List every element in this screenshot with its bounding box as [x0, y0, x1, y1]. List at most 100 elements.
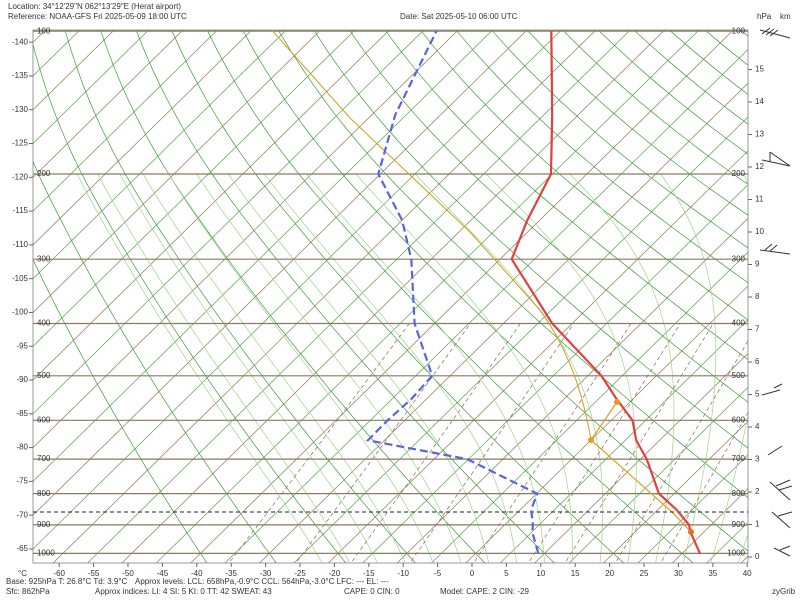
level-dot [614, 399, 620, 405]
height-label: 4 [755, 422, 760, 431]
height-label: 12 [755, 162, 764, 171]
isotherm [33, 30, 459, 449]
x-tick-label: 25 [640, 569, 649, 578]
height-label: 3 [755, 455, 760, 464]
moist-adiabat [264, 173, 517, 563]
isotherm [362, 184, 748, 563]
dry-adiabat [278, 31, 748, 499]
pressure-label: 800 [37, 489, 51, 498]
pressure-label: 500 [732, 371, 746, 380]
isotherm [259, 82, 748, 563]
isotherm [465, 285, 748, 563]
x-tick-label: -40 [191, 569, 203, 578]
y-tick-label: -115 [13, 206, 29, 215]
pressure-label: 800 [732, 489, 746, 498]
dry-adiabat [136, 31, 555, 563]
dry-adiabat [33, 258, 208, 563]
dry-adiabat [492, 30, 748, 249]
pressure-label: 200 [37, 169, 51, 178]
isotherm [33, 30, 287, 280]
mixing-ratio [228, 323, 410, 563]
level-dot [688, 529, 694, 535]
x-tick-label: -25 [294, 569, 306, 578]
dry-adiabat [385, 30, 748, 361]
isotherm [33, 30, 253, 246]
isotherm [224, 48, 748, 563]
y-tick-label: -130 [12, 105, 29, 114]
x-tick-label: 40 [743, 569, 752, 578]
profiles [365, 30, 702, 554]
isotherm [156, 30, 700, 563]
isotherm [328, 150, 748, 563]
x-tick-label: -45 [157, 569, 169, 578]
height-label: 9 [755, 260, 760, 269]
pressure-label: 100 [732, 26, 746, 35]
height-label: 15 [755, 65, 764, 74]
moist-adiabat [119, 173, 378, 563]
isotherm [0, 30, 11, 563]
x-tick-label: -50 [122, 569, 134, 578]
x-tick-label: -10 [397, 569, 409, 578]
y-tick-label: -135 [12, 71, 29, 80]
background [0, 30, 748, 563]
y-tick-label: -85 [16, 409, 28, 418]
isotherm [33, 30, 218, 212]
parcel [33, 30, 748, 533]
level-dot [588, 437, 594, 443]
moist-adiabat [142, 173, 406, 563]
x-tick-label: 15 [571, 569, 580, 578]
isotherm [637, 454, 748, 563]
y-tick-label: -95 [16, 341, 28, 350]
x-tick-label: -35 [225, 569, 237, 578]
date: Date: Sat 2025-05-10 06:00 UTC [400, 12, 518, 21]
isotherm [33, 30, 149, 145]
y-tick-label: -120 [12, 172, 29, 181]
y-tick-label: -70 [16, 510, 28, 519]
height-label: 6 [755, 357, 760, 366]
moist-adiabat [355, 173, 573, 563]
y-tick-label: -140 [12, 37, 29, 46]
x-tick-label: 0 [470, 569, 475, 578]
pressure-label: 900 [732, 520, 746, 529]
y-tick-label: -100 [12, 308, 29, 317]
pressure-label: 1000 [727, 549, 745, 558]
pressure-label: 600 [37, 415, 51, 424]
plot-frame [32, 29, 749, 564]
parcel-path [590, 401, 692, 533]
pressure-unit: hPa [757, 12, 772, 21]
height-label: 14 [755, 97, 764, 106]
x-tick-label: -20 [329, 569, 341, 578]
pressure-label: 300 [732, 254, 746, 263]
pressure-label: 500 [37, 371, 51, 380]
dry-adiabat [171, 31, 625, 563]
x-tick-label: 30 [674, 569, 683, 578]
y-tick-label: -80 [16, 443, 28, 452]
pressure-label: 200 [732, 169, 746, 178]
x-tick-label: -30 [260, 569, 272, 578]
height-unit: km [780, 12, 791, 21]
moist-adiabat [97, 173, 351, 563]
dry-adiabat [64, 31, 416, 563]
pressure-label: 300 [37, 254, 51, 263]
moist-adiabat [76, 173, 323, 563]
isotherm [33, 30, 425, 415]
isotherm [293, 116, 748, 563]
isotherm [52, 30, 597, 563]
dry-adiabat [242, 31, 748, 552]
y-tick-label: -65 [16, 544, 28, 553]
mixing-ratio [409, 323, 574, 563]
isotherm [431, 251, 748, 563]
height-label: 10 [755, 227, 764, 236]
pressure-label: 400 [37, 319, 51, 328]
isotherm [33, 30, 184, 178]
profile-line [365, 30, 540, 554]
x-tick-label: 20 [605, 569, 614, 578]
x-tick-label: 10 [536, 569, 545, 578]
isotherm [33, 30, 390, 381]
moist-adiabat [569, 173, 675, 563]
pressure-label: 1000 [37, 549, 55, 558]
pressure-label: 700 [732, 454, 746, 463]
y-tick-label: -90 [16, 375, 28, 384]
pressure-label: 600 [732, 415, 746, 424]
